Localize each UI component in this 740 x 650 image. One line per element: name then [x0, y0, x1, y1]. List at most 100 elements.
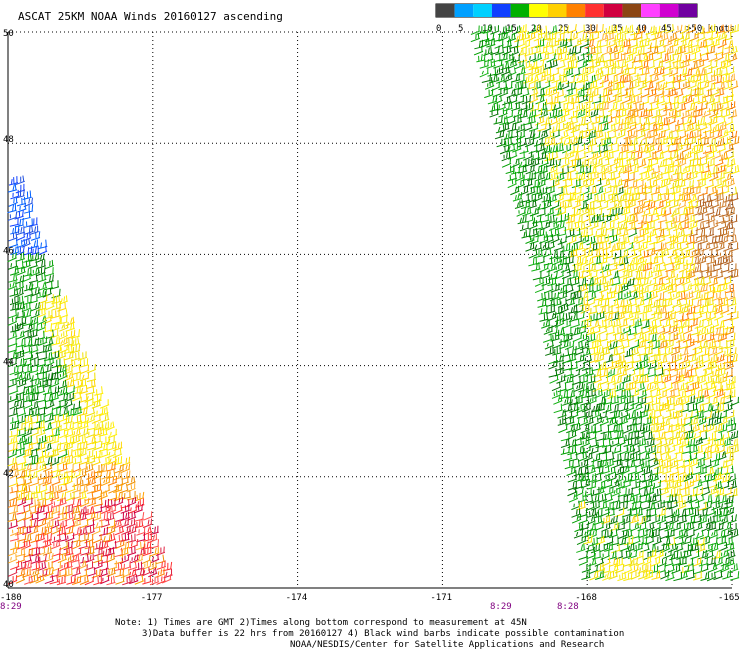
wind-barb	[29, 476, 40, 487]
wind-barb	[42, 323, 53, 333]
wind-barb	[85, 525, 95, 535]
wind-barb	[674, 116, 685, 127]
wind-barb	[723, 242, 733, 252]
wind-barb	[15, 357, 26, 368]
wind-barb	[50, 511, 61, 521]
wind-barb	[79, 420, 89, 430]
wind-barb	[476, 52, 486, 63]
wind-barb	[9, 532, 20, 542]
wind-barb	[66, 483, 76, 493]
wind-barb	[42, 343, 53, 353]
wind-barb	[58, 421, 68, 432]
wind-barb	[141, 567, 151, 577]
wind-barb	[651, 298, 661, 309]
wind-barb	[37, 336, 48, 346]
wind-barb	[506, 88, 517, 99]
wind-barb	[8, 176, 19, 186]
wind-barb	[108, 560, 118, 571]
wind-barb	[8, 504, 19, 515]
wind-barb	[8, 442, 18, 452]
wind-barb	[7, 211, 18, 221]
wind-barb	[78, 539, 88, 550]
wind-barb	[93, 519, 104, 529]
y-tick-label: 44	[3, 358, 14, 368]
wind-barb	[98, 490, 108, 500]
wind-barb	[112, 448, 123, 459]
wind-barb	[99, 406, 109, 417]
wind-barb	[17, 377, 27, 388]
wind-barb	[35, 420, 46, 430]
wind-barb	[44, 434, 54, 445]
wind-barb	[9, 427, 19, 438]
wind-barb	[98, 567, 109, 578]
wind-barb	[37, 378, 48, 388]
note-line-1: Note: 1) Times are GMT 2)Times along bot…	[115, 618, 527, 628]
wind-barb	[63, 540, 74, 551]
wind-barb	[10, 189, 20, 200]
wind-barb	[718, 255, 728, 266]
wind-barb	[22, 357, 32, 367]
wind-barb	[77, 469, 87, 479]
wind-barb	[553, 109, 563, 119]
y-tick-label: 40	[3, 580, 14, 590]
wind-barb	[574, 130, 584, 140]
wind-barb	[29, 574, 39, 584]
wind-barb	[595, 213, 605, 223]
wind-barb	[694, 529, 705, 540]
wind-barb	[667, 248, 678, 259]
wind-barb	[670, 207, 680, 217]
wind-barb	[43, 561, 54, 571]
legend-color-swatch	[547, 4, 567, 17]
wind-barb	[30, 301, 40, 312]
wind-barb	[729, 136, 740, 146]
wind-barb	[91, 525, 101, 536]
wind-barb	[42, 378, 53, 388]
wind-barb	[514, 199, 525, 209]
wind-barb	[16, 560, 27, 571]
wind-barb	[65, 491, 76, 502]
wind-barb	[114, 463, 125, 474]
wind-barb	[15, 441, 26, 452]
wind-barb	[78, 393, 88, 404]
plot-area	[7, 32, 732, 589]
wind-barb	[86, 497, 97, 507]
x-axis: -180 -177 -174 -171 -168 -165	[0, 593, 740, 603]
wind-barb	[16, 497, 27, 507]
wind-barb	[660, 417, 671, 428]
wind-barb	[493, 95, 503, 105]
wind-barb	[85, 546, 95, 556]
wind-barb	[630, 396, 640, 406]
wind-barb	[500, 122, 510, 132]
wind-barb	[682, 67, 693, 77]
wind-barb	[532, 270, 542, 281]
wind-barb	[79, 455, 89, 465]
wind-barb	[674, 192, 684, 202]
wind-barb	[44, 267, 55, 277]
wind-barb	[16, 266, 26, 276]
wind-barb	[16, 512, 27, 523]
wind-barb	[45, 448, 55, 459]
wind-barb	[148, 567, 158, 578]
wind-barb	[42, 546, 53, 556]
wind-barb	[622, 290, 632, 301]
wind-barb	[7, 203, 17, 214]
wind-barb	[8, 238, 19, 248]
wind-barb	[586, 129, 596, 140]
wind-barb	[688, 402, 698, 413]
wind-barb	[21, 540, 32, 550]
wind-barb	[70, 553, 80, 564]
wind-barb	[71, 560, 81, 570]
wind-barb	[499, 144, 510, 155]
wind-barb	[8, 309, 18, 319]
wind-barb	[91, 456, 101, 467]
wind-barb	[155, 554, 166, 565]
wind-barb	[589, 346, 599, 356]
wind-barb	[7, 378, 18, 388]
wind-barb	[15, 225, 26, 236]
wind-barb	[702, 144, 713, 154]
wind-barb	[38, 470, 48, 481]
wind-barb	[78, 427, 89, 438]
wind-barb	[717, 290, 728, 301]
wind-barb	[57, 553, 68, 564]
wind-barb	[77, 490, 87, 501]
